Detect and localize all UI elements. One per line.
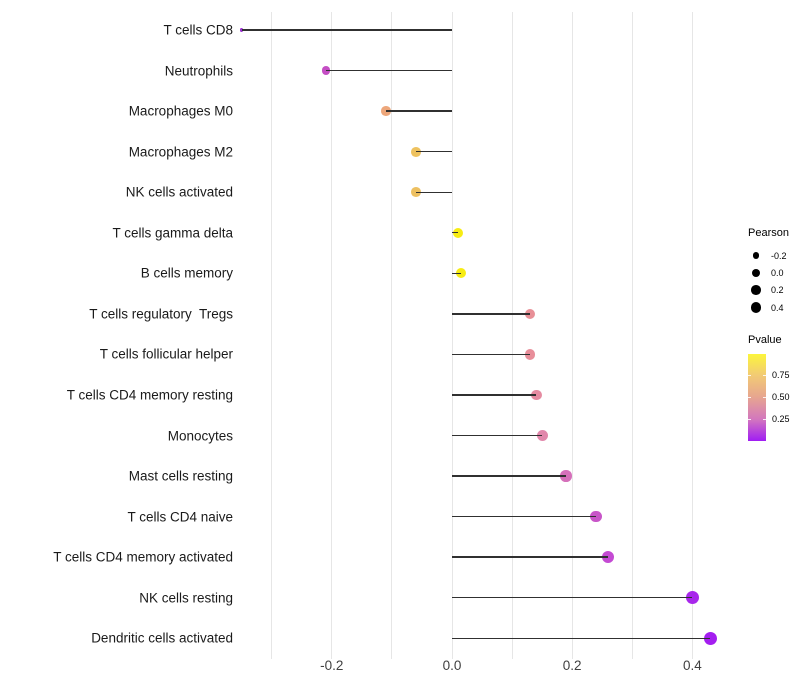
pearson-legend-dot-icon: [752, 268, 760, 277]
pearson-size-legend: Pearson -0.2 0.0 0.2 0.4: [748, 227, 789, 316]
x-tick-label: 0.4: [683, 658, 702, 673]
lollipop-stem: [452, 515, 597, 518]
pvalue-tick-mark: [763, 374, 766, 376]
pvalue-tick-mark: [748, 419, 751, 421]
category-label: Macrophages M0: [128, 103, 233, 119]
pearson-legend-dot-icon: [750, 302, 762, 313]
category-label: T cells gamma delta: [112, 225, 233, 241]
category-label: Monocytes: [167, 428, 233, 443]
lollipop-stem: [452, 313, 531, 315]
category-label: T cells CD8: [163, 22, 233, 38]
data-point: [411, 187, 421, 198]
gridline: [331, 12, 333, 659]
lollipop-stem: [452, 556, 609, 558]
pvalue-tick-mark: [748, 374, 751, 376]
lollipop-stem: [415, 150, 452, 153]
category-label: Dendritic cells activated: [91, 630, 233, 646]
pvalue-colorbar-wrap: 0.75 0.50 0.25: [748, 354, 790, 441]
data-point: [602, 551, 615, 564]
category-label: Mast cells resting: [128, 468, 233, 484]
category-label: T cells CD4 memory activated: [53, 549, 233, 565]
data-point: [411, 146, 421, 157]
pearson-legend-dot-icon: [751, 285, 761, 296]
lollipop-stem: [452, 434, 543, 437]
lollipop-stem: [325, 69, 452, 72]
data-point: [453, 227, 463, 238]
pearson-legend-label: 0.4: [771, 302, 784, 313]
pearson-legend-dot-cell: [748, 268, 764, 277]
lollipop-stem: [452, 394, 537, 396]
pearson-legend-dot-cell: [748, 302, 764, 313]
pearson-legend-entry: -0.2: [748, 247, 789, 264]
category-label: Macrophages M2: [128, 144, 233, 160]
lollipop-stem: [452, 353, 531, 356]
data-point: [685, 591, 699, 605]
gridline: [691, 12, 693, 659]
pvalue-tick-mark: [763, 396, 766, 398]
data-point: [456, 268, 466, 279]
category-label: NK cells resting: [139, 590, 233, 606]
pearson-legend-title: Pearson: [748, 227, 789, 239]
x-tick-label: 0.2: [562, 658, 582, 673]
pvalue-color-legend: Pvalue 0.75 0.50 0.25: [748, 334, 790, 441]
gridline: [511, 12, 513, 659]
pearson-legend-dot-cell: [748, 252, 764, 259]
pvalue-tick-mark: [763, 419, 766, 421]
pearson-legend-entry: 0.4: [748, 299, 789, 316]
pvalue-colorbar: [748, 354, 766, 441]
category-label: B cells memory: [140, 265, 233, 281]
lollipop-stem: [452, 232, 458, 234]
pearson-legend-label: 0.2: [771, 285, 784, 296]
lollipop-stem: [452, 597, 693, 599]
lollipop-stem: [241, 29, 452, 31]
category-label: NK cells activated: [125, 184, 233, 200]
pearson-legend-entry: 0.2: [748, 282, 789, 299]
gridline: [451, 12, 453, 659]
x-tick-label: -0.2: [320, 658, 344, 673]
lollipop-stem: [452, 272, 461, 274]
pearson-legend-entries: -0.2 0.0 0.2 0.4: [748, 247, 789, 316]
category-label: T cells regulatory Tregs: [89, 306, 233, 322]
lollipop-stem: [452, 637, 711, 639]
x-tick-label: 0.0: [442, 658, 462, 673]
gridline: [391, 12, 393, 659]
category-label: T cells CD4 naive: [127, 509, 233, 525]
data-point: [536, 430, 548, 441]
pvalue-tick-mark: [748, 396, 751, 398]
category-label: T cells follicular helper: [99, 346, 233, 362]
pvalue-tick-label: 0.75: [772, 369, 790, 380]
pearson-legend-dot-cell: [748, 285, 764, 296]
data-point: [321, 66, 330, 75]
category-label: Neutrophils: [164, 63, 233, 79]
lollipop-stem: [385, 110, 452, 112]
gridline: [271, 12, 273, 659]
gridline: [631, 12, 633, 659]
pvalue-legend-title: Pvalue: [748, 334, 782, 346]
gridline: [571, 12, 573, 659]
data-point: [530, 389, 542, 401]
pearson-legend-label: 0.0: [771, 267, 784, 278]
pearson-legend-label: -0.2: [771, 250, 787, 261]
pearson-legend-dot-icon: [752, 252, 760, 259]
lollipop-stem: [415, 191, 452, 193]
pearson-legend-entry: 0.0: [748, 264, 789, 281]
lollipop-stem: [452, 475, 567, 477]
pvalue-tick-label: 0.25: [772, 414, 790, 425]
pvalue-tick-label: 0.50: [772, 391, 790, 402]
category-label: T cells CD4 memory resting: [66, 387, 233, 403]
